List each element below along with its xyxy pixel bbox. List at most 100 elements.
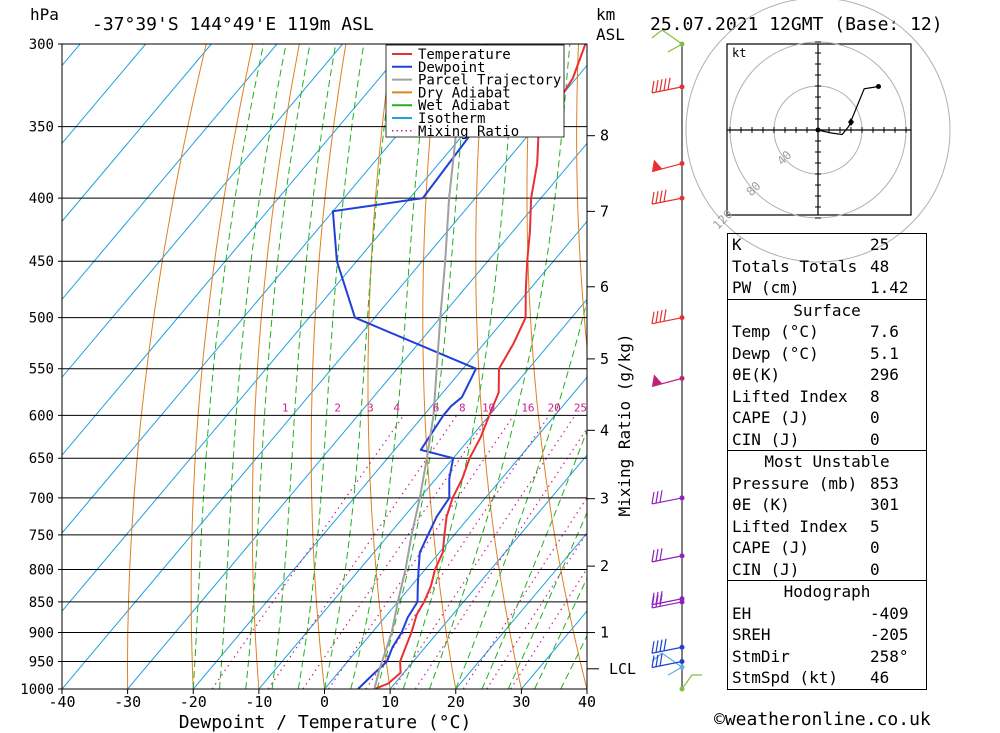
- hodograph-stat-row: EH -409: [728, 603, 926, 625]
- lcl-label: LCL: [609, 660, 636, 678]
- wind-barb-feather: [659, 639, 663, 652]
- profile-lines: [331, 44, 587, 689]
- credit: ©weatheronline.co.uk: [714, 709, 931, 730]
- dewpoint-line: [331, 44, 488, 689]
- pressure-tick-label: 1000: [20, 682, 54, 698]
- temperature-tick-label: 20: [447, 693, 465, 711]
- hodograph-stat-label: StmDir: [732, 646, 790, 666]
- isotherm-line: [389, 454, 587, 689]
- temperature-tick-label: 0: [320, 693, 329, 711]
- wind-dot: [679, 315, 685, 321]
- wind-barb-shaft: [651, 646, 683, 654]
- most-unstable-label: θE (K): [732, 495, 790, 514]
- surface-label: Lifted Index: [732, 386, 848, 406]
- storm-motion-marker: [848, 118, 854, 126]
- hpa-label: hPa: [30, 5, 59, 24]
- parcel-trajectory-line: [373, 44, 475, 689]
- km-label: km: [596, 5, 615, 24]
- surface-label: CIN (J): [732, 429, 800, 449]
- wind-barb-feather: [655, 310, 659, 323]
- isotherm-line: [127, 142, 587, 689]
- wind-barb-feather: [659, 309, 663, 323]
- temperature-tick-label: 40: [578, 693, 596, 711]
- dry-adiabat-line: [127, 44, 207, 689]
- surface-label: CAPE (J): [732, 408, 810, 427]
- surface-value: 7.6: [870, 322, 899, 341]
- most-unstable-box: Most Unstable Pressure (mb) 853 θE (K) 301 L…: [727, 450, 927, 581]
- temperature-tick-label: -40: [48, 693, 75, 711]
- wind-barb-feather: [651, 549, 655, 562]
- wind-barb-feather: [659, 190, 663, 203]
- mixing-ratio-line: [267, 414, 458, 689]
- wet-adiabat-line: [297, 44, 365, 689]
- wind-barb-feather: [655, 591, 659, 605]
- hodograph-stat-row: SREH -205: [728, 624, 926, 646]
- most-unstable-value: 853: [870, 473, 899, 493]
- mixing-ratio-line: [414, 427, 587, 689]
- surface-row: Dewp (°C) 5.1: [728, 343, 926, 365]
- hodograph-unit: kt: [732, 46, 746, 60]
- wind-barb-feather: [655, 491, 659, 504]
- hodograph-start: [815, 127, 821, 133]
- mixing-ratio-line: [302, 414, 491, 689]
- plot-frame: [61, 43, 588, 690]
- surface-value: 5.1: [870, 343, 899, 363]
- wet-adiabat-line: [324, 44, 396, 689]
- temperature-tick-label: 10: [381, 693, 399, 711]
- wind-barb-feather: [651, 491, 655, 505]
- surface-label: θE(K): [732, 365, 781, 384]
- wind-barb-feather: [655, 640, 659, 653]
- most-unstable-label: Lifted Index: [732, 516, 848, 536]
- wind-barb-feather: [655, 654, 659, 667]
- index-row: Totals Totals 48: [728, 256, 926, 278]
- wet-adiabat-line: [219, 44, 287, 689]
- surface-row: Lifted Index 8: [728, 386, 926, 408]
- wind-barb: [651, 638, 685, 654]
- mixing-ratio-labels: 1 2 3 4 6 8 10 16 20 25: [282, 401, 587, 414]
- dry-adiabat-line: [951, 44, 1000, 689]
- pressure-tick-label: 550: [29, 362, 54, 378]
- most-unstable-row: Lifted Index 5: [728, 516, 926, 538]
- legend-label: Wet Adiabat: [418, 98, 511, 114]
- wind-barb-feather: [659, 591, 663, 604]
- temperature-line: [374, 44, 587, 689]
- index-value: 48: [870, 256, 890, 276]
- most-unstable-row: CAPE (J) 0: [728, 537, 926, 559]
- location-title: -37°39'S 144°49'E 119m ASL: [92, 14, 374, 35]
- hodograph-stat-value: 258°: [870, 646, 909, 666]
- surface-value: 0: [870, 429, 880, 449]
- pressure-tick-label: 350: [29, 120, 54, 136]
- wind-barb-feather: [663, 638, 667, 651]
- isotherm-line: [324, 376, 587, 689]
- index-label: PW (cm): [732, 278, 800, 297]
- wind-barb: [651, 374, 685, 387]
- wind-barb-feather: [651, 80, 655, 93]
- surface-row: CAPE (J) 0: [728, 407, 926, 429]
- wind-barb: [651, 653, 685, 669]
- isotherm-line: [62, 44, 343, 379]
- hodograph-stat-value: 46: [870, 668, 890, 687]
- surface-value: 0: [870, 408, 880, 427]
- wind-barbs: [651, 29, 702, 692]
- hodograph-stat-label: SREH: [732, 625, 771, 644]
- pressure-tick-label: 900: [29, 626, 54, 642]
- wind-barb-feather: [655, 548, 659, 562]
- isotherm-line: [62, 44, 212, 223]
- wind-barb-feather: [651, 311, 655, 324]
- surface-title: Surface: [793, 300, 861, 320]
- pressure-tick-label: 850: [29, 595, 54, 611]
- wind-barb: [651, 591, 685, 606]
- isotherm-line: [258, 298, 587, 689]
- isotherm-line: [62, 44, 278, 301]
- mixing-ratio-label: 6: [433, 401, 440, 414]
- wind-barb-feather: [655, 191, 659, 204]
- wet-adiabat-line: [507, 511, 587, 689]
- height-tick-label: 5: [600, 350, 609, 368]
- datetime-title: 25.07.2021 12GMT (Base: 12): [650, 14, 943, 35]
- mixing-ratio-axis-title: Mixing Ratio (g/kg): [615, 333, 634, 516]
- surface-label: Temp (°C): [732, 322, 819, 341]
- index-value: 25: [870, 235, 890, 254]
- wind-barb-feather: [663, 309, 667, 322]
- wind-barb-feather: [651, 655, 655, 668]
- wind-barb: [651, 490, 685, 505]
